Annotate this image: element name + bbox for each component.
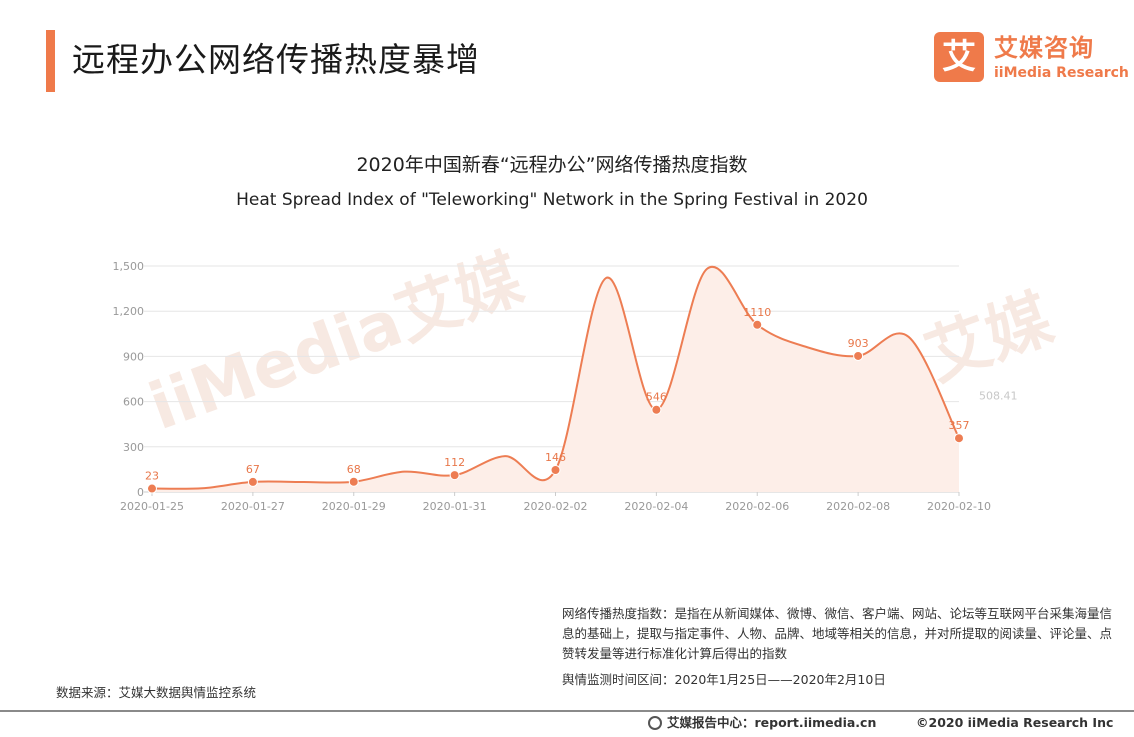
x-tick-label: 2020-02-10 [927,500,991,513]
data-label: 546 [646,391,667,404]
y-tick-label: 0 [137,486,144,499]
iimedia-logo: 艾 艾媒咨询 iiMedia Research [934,32,1129,88]
data-label: 146 [545,451,566,464]
logo-name-en: iiMedia Research [994,65,1129,81]
monitoring-period: 舆情监测时间区间：2020年1月25日——2020年2月10日 [562,672,886,687]
data-label: 68 [347,463,361,476]
logo-mark: 艾 [934,32,984,82]
y-tick-label: 600 [123,396,144,409]
footer-divider [0,710,1134,712]
footer-report-center: 艾媒报告中心：report.iimedia.cn [648,714,876,732]
x-tick-label: 2020-01-31 [423,500,487,513]
data-label: 23 [145,470,159,483]
data-point [449,470,460,481]
x-tick-label: 2020-02-06 [725,500,789,513]
x-tick-label: 2020-01-27 [221,500,285,513]
data-point [954,433,964,444]
y-tick-label: 1,500 [113,260,145,273]
x-tick-label: 2020-01-25 [120,500,184,513]
index-definition-note: 网络传播热度指数：是指在从新闻媒体、微博、微信、客户端、网站、论坛等互联网平台采… [562,604,1122,696]
chart-title: 2020年中国新春“远程办公”网络传播热度指数 [356,154,748,176]
data-point [550,465,561,476]
data-label: 112 [444,456,465,469]
data-point [651,404,662,415]
area-layer [151,265,960,492]
index-definition: 网络传播热度指数：是指在从新闻媒体、微博、微信、客户端、网站、论坛等互联网平台采… [562,606,1113,661]
y-tick-label: 300 [123,441,144,454]
y-axis: 0 300 600 900 1,200 1,500 [113,260,145,499]
logo-name-cn: 艾媒咨询 [994,34,1094,62]
data-label: 1110 [743,306,771,319]
x-axis: 2020-01-25 2020-01-27 2020-01-29 2020-01-31… [120,492,991,513]
data-point [247,476,258,487]
series-area [152,266,959,492]
x-tick-label: 2020-02-02 [524,500,588,513]
footer-copyright: ©2020 iiMedia Research Inc [916,715,1114,730]
y-tick-label: 1,200 [113,305,145,318]
data-source: 数据来源：艾媒大数据舆情监控系统 [56,685,257,700]
data-point [853,350,864,361]
x-tick-label: 2020-01-29 [322,500,386,513]
annotation-label: 508.41 [979,389,1018,402]
globe-icon [648,716,662,730]
watermark-left: iiMedia艾媒 [140,242,533,445]
y-tick-label: 900 [123,350,144,363]
chart-subtitle: Heat Spread Index of "Teleworking" Netwo… [236,190,868,210]
data-point [348,476,359,487]
data-point [147,483,157,494]
data-label: 903 [848,337,869,350]
title-accent-bar [46,30,55,92]
data-points: 23 67 68 112 146 546 1110 903 357 508.41 [145,306,1018,494]
footer-report-link[interactable]: 艾媒报告中心：report.iimedia.cn [667,715,877,730]
data-label: 357 [949,419,970,432]
series-line [151,265,960,490]
x-tick-label: 2020-02-04 [624,500,688,513]
data-label: 67 [246,463,260,476]
x-tick-label: 2020-02-08 [826,500,890,513]
page-title: 远程办公网络传播热度暴增 [72,40,480,79]
data-point [752,319,763,330]
